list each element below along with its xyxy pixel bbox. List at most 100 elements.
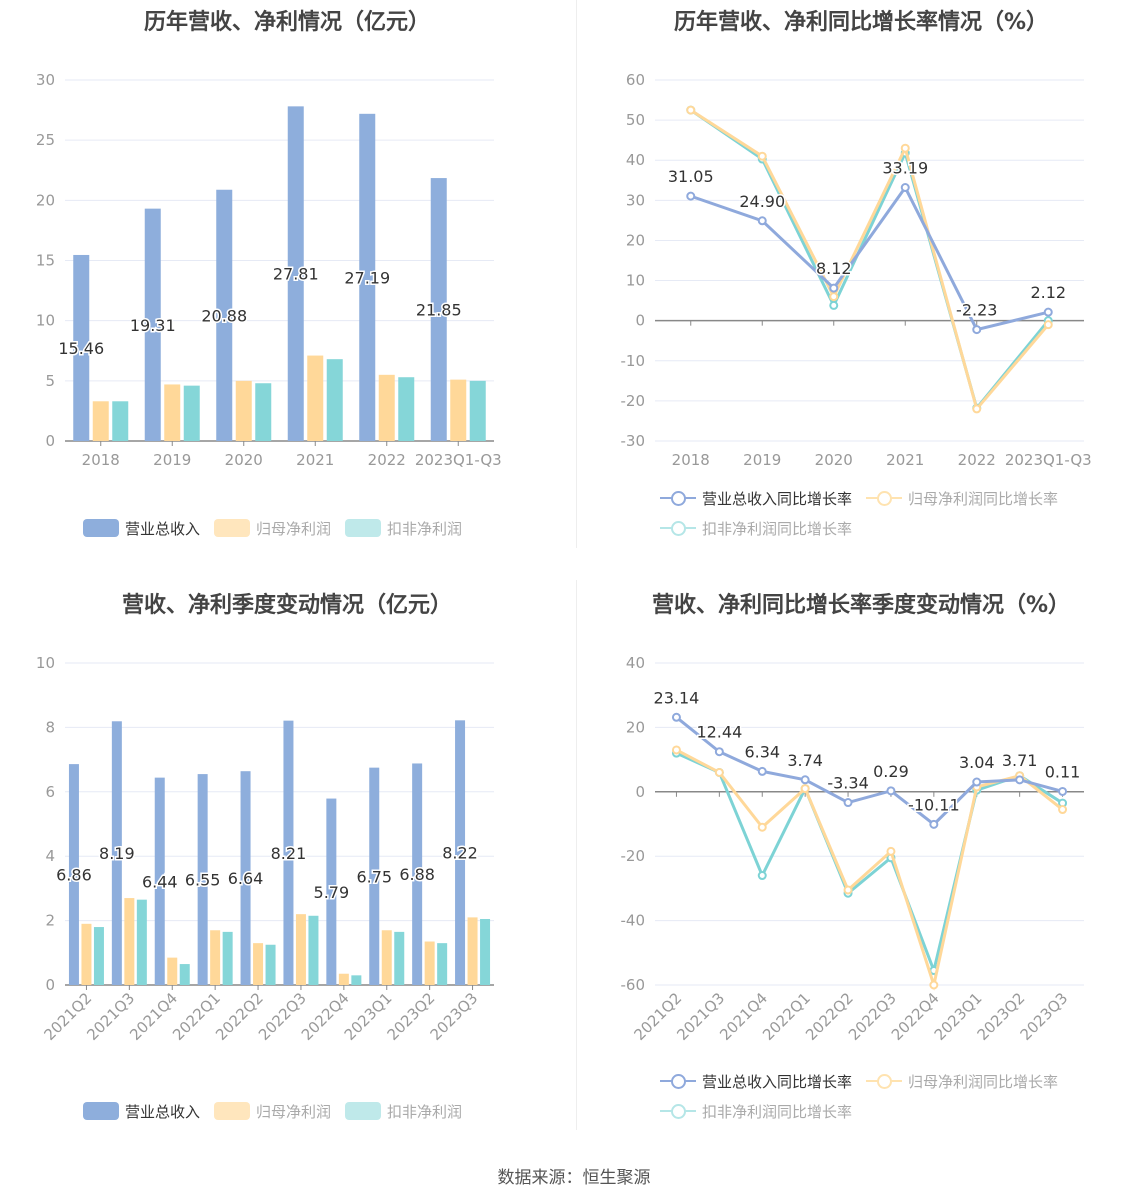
data-point — [886, 786, 896, 796]
data-point — [714, 747, 724, 757]
data-point — [929, 980, 939, 990]
data-point — [829, 300, 839, 310]
y-tick-label: 0 — [45, 976, 55, 994]
data-label: 6.64 — [228, 869, 264, 888]
bar-net-profit — [124, 898, 135, 985]
data-label: 6.86 — [56, 866, 92, 885]
bar-deducted-net-profit — [394, 931, 405, 985]
bar-revenue — [73, 254, 90, 441]
data-label: 6.55 — [185, 871, 221, 890]
legend-item-deducted[interactable]: 扣非净利润 — [345, 513, 462, 543]
legend-item-deducted-growth[interactable]: 扣非净利润同比增长率 — [660, 1096, 852, 1126]
bar-revenue — [240, 771, 251, 985]
data-label: 6.34 — [744, 742, 780, 761]
y-tick-label: -30 — [621, 432, 646, 450]
legend-item-net[interactable]: 归母净利润 — [214, 513, 331, 543]
y-tick-label: 15 — [36, 252, 55, 270]
data-label: 19.31 — [130, 316, 176, 335]
legend-item-net-growth[interactable]: 归母净利润同比增长率 — [866, 483, 1058, 513]
legend-swatch-icon — [345, 1102, 382, 1120]
legend-label: 扣非净利润同比增长率 — [702, 519, 853, 538]
x-tick-label: 2020 — [815, 451, 853, 469]
chart-title: 历年营收、净利同比增长率情况（%） — [673, 10, 1049, 35]
data-label: 31.05 — [668, 167, 714, 186]
y-tick-label: 40 — [626, 654, 645, 672]
y-tick-label: 10 — [626, 272, 645, 290]
bar-net-profit — [338, 973, 349, 985]
legend-label: 扣非净利润 — [387, 519, 463, 538]
x-tick-label: 2018 — [82, 451, 120, 469]
data-point — [843, 798, 853, 808]
legend-label: 营业总收入 — [125, 519, 201, 538]
data-point — [829, 292, 839, 302]
bar-net-profit — [253, 943, 264, 985]
legend-item-revenue[interactable]: 营业总收入 — [83, 513, 200, 543]
y-tick-label: -20 — [621, 847, 646, 865]
bar-deducted-net-profit — [179, 964, 190, 985]
legend-item-revenue-growth[interactable]: 营业总收入同比增长率 — [660, 483, 852, 513]
legend-item-deducted[interactable]: 扣非净利润 — [345, 1096, 462, 1126]
data-point — [900, 143, 910, 153]
data-label: 6.44 — [142, 872, 178, 891]
legend-item-revenue-growth[interactable]: 营业总收入同比增长率 — [660, 1066, 852, 1096]
data-point — [757, 216, 767, 226]
y-tick-label: 2 — [45, 912, 55, 930]
data-label: 8.19 — [99, 844, 135, 863]
legend-line-icon — [660, 1102, 696, 1120]
legend: 营业总收入 归母净利润 扣非净利润 — [83, 513, 476, 543]
data-label: 24.90 — [739, 192, 785, 211]
x-tick-label: 2023Q3 — [427, 989, 482, 1044]
bar-net-profit — [424, 941, 435, 985]
bar-revenue — [359, 113, 376, 442]
data-label: 6.88 — [399, 865, 435, 884]
x-tick-label: 2023Q1-Q3 — [1005, 451, 1092, 469]
data-label: 3.04 — [959, 753, 995, 772]
legend: 营业总收入 归母净利润 扣非净利润 — [83, 1096, 476, 1126]
data-label: 23.14 — [654, 688, 700, 707]
series-line — [689, 108, 1050, 412]
x-tick-label: 2023Q3 — [1017, 989, 1072, 1044]
data-label: -10.11 — [908, 795, 960, 814]
legend-swatch-icon — [83, 519, 119, 537]
bar-revenue — [412, 763, 423, 985]
x-tick-label: 2022 — [368, 451, 406, 469]
legend-item-revenue[interactable]: 营业总收入 — [83, 1096, 200, 1126]
data-point — [900, 183, 910, 193]
legend-swatch-icon — [83, 1102, 119, 1120]
y-tick-label: 5 — [45, 372, 55, 390]
bar-revenue — [68, 764, 79, 985]
data-point — [757, 151, 767, 161]
y-tick-label: -20 — [621, 392, 646, 410]
y-tick-label: -60 — [621, 976, 646, 994]
y-tick-label: -40 — [621, 912, 646, 930]
legend-swatch-icon — [345, 519, 382, 537]
legend-label: 营业总收入同比增长率 — [702, 1072, 853, 1091]
data-point — [686, 105, 696, 115]
bar-revenue — [430, 178, 447, 442]
bar-deducted-net-profit — [351, 975, 362, 985]
legend-label: 归母净利润 — [256, 1102, 332, 1121]
legend-line-icon — [660, 489, 696, 507]
legend-label: 归母净利润同比增长率 — [908, 1072, 1059, 1091]
data-point — [1015, 775, 1025, 785]
x-tick-label: 2022 — [958, 451, 996, 469]
x-tick-label: 2021 — [886, 451, 924, 469]
data-point — [800, 784, 810, 794]
data-label: 20.88 — [201, 306, 247, 325]
legend-item-net-growth[interactable]: 归母净利润同比增长率 — [866, 1066, 1058, 1096]
bar-revenue — [369, 767, 380, 985]
data-point — [757, 871, 767, 881]
y-tick-label: 0 — [635, 783, 645, 801]
data-point — [686, 191, 696, 201]
x-tick-label: 2020 — [225, 451, 263, 469]
legend-item-net[interactable]: 归母净利润 — [214, 1096, 331, 1126]
y-tick-label: 8 — [45, 718, 55, 736]
legend-item-deducted-growth[interactable]: 扣非净利润同比增长率 — [660, 513, 852, 543]
x-tick-label: 2023Q1-Q3 — [415, 451, 502, 469]
data-point — [972, 777, 982, 787]
legend: 营业总收入同比增长率 归母净利润同比增长率 扣非净利润同比增长率 — [660, 1066, 1120, 1126]
data-label: 27.19 — [344, 268, 390, 287]
bar-deducted-net-profit — [480, 918, 491, 985]
series-line — [675, 716, 1063, 827]
